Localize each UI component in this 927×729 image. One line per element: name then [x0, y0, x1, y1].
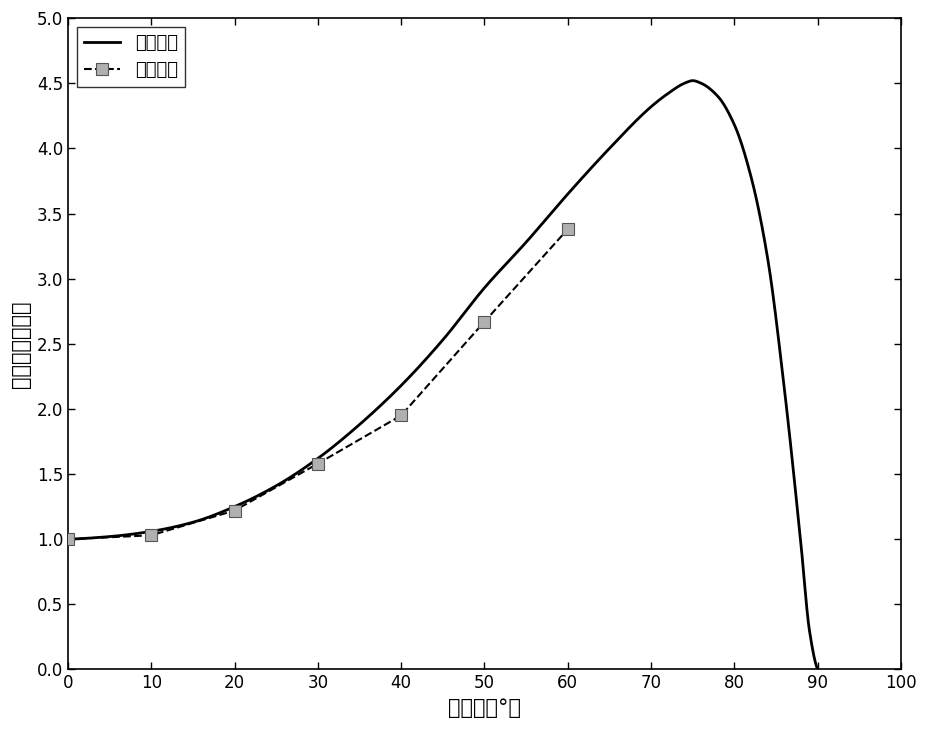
Legend: 理论曲线, 实验曲线: 理论曲线, 实验曲线: [77, 27, 184, 87]
Y-axis label: 相对质限去除率: 相对质限去除率: [11, 300, 32, 388]
X-axis label: 入射角（°）: 入射角（°）: [448, 698, 520, 718]
